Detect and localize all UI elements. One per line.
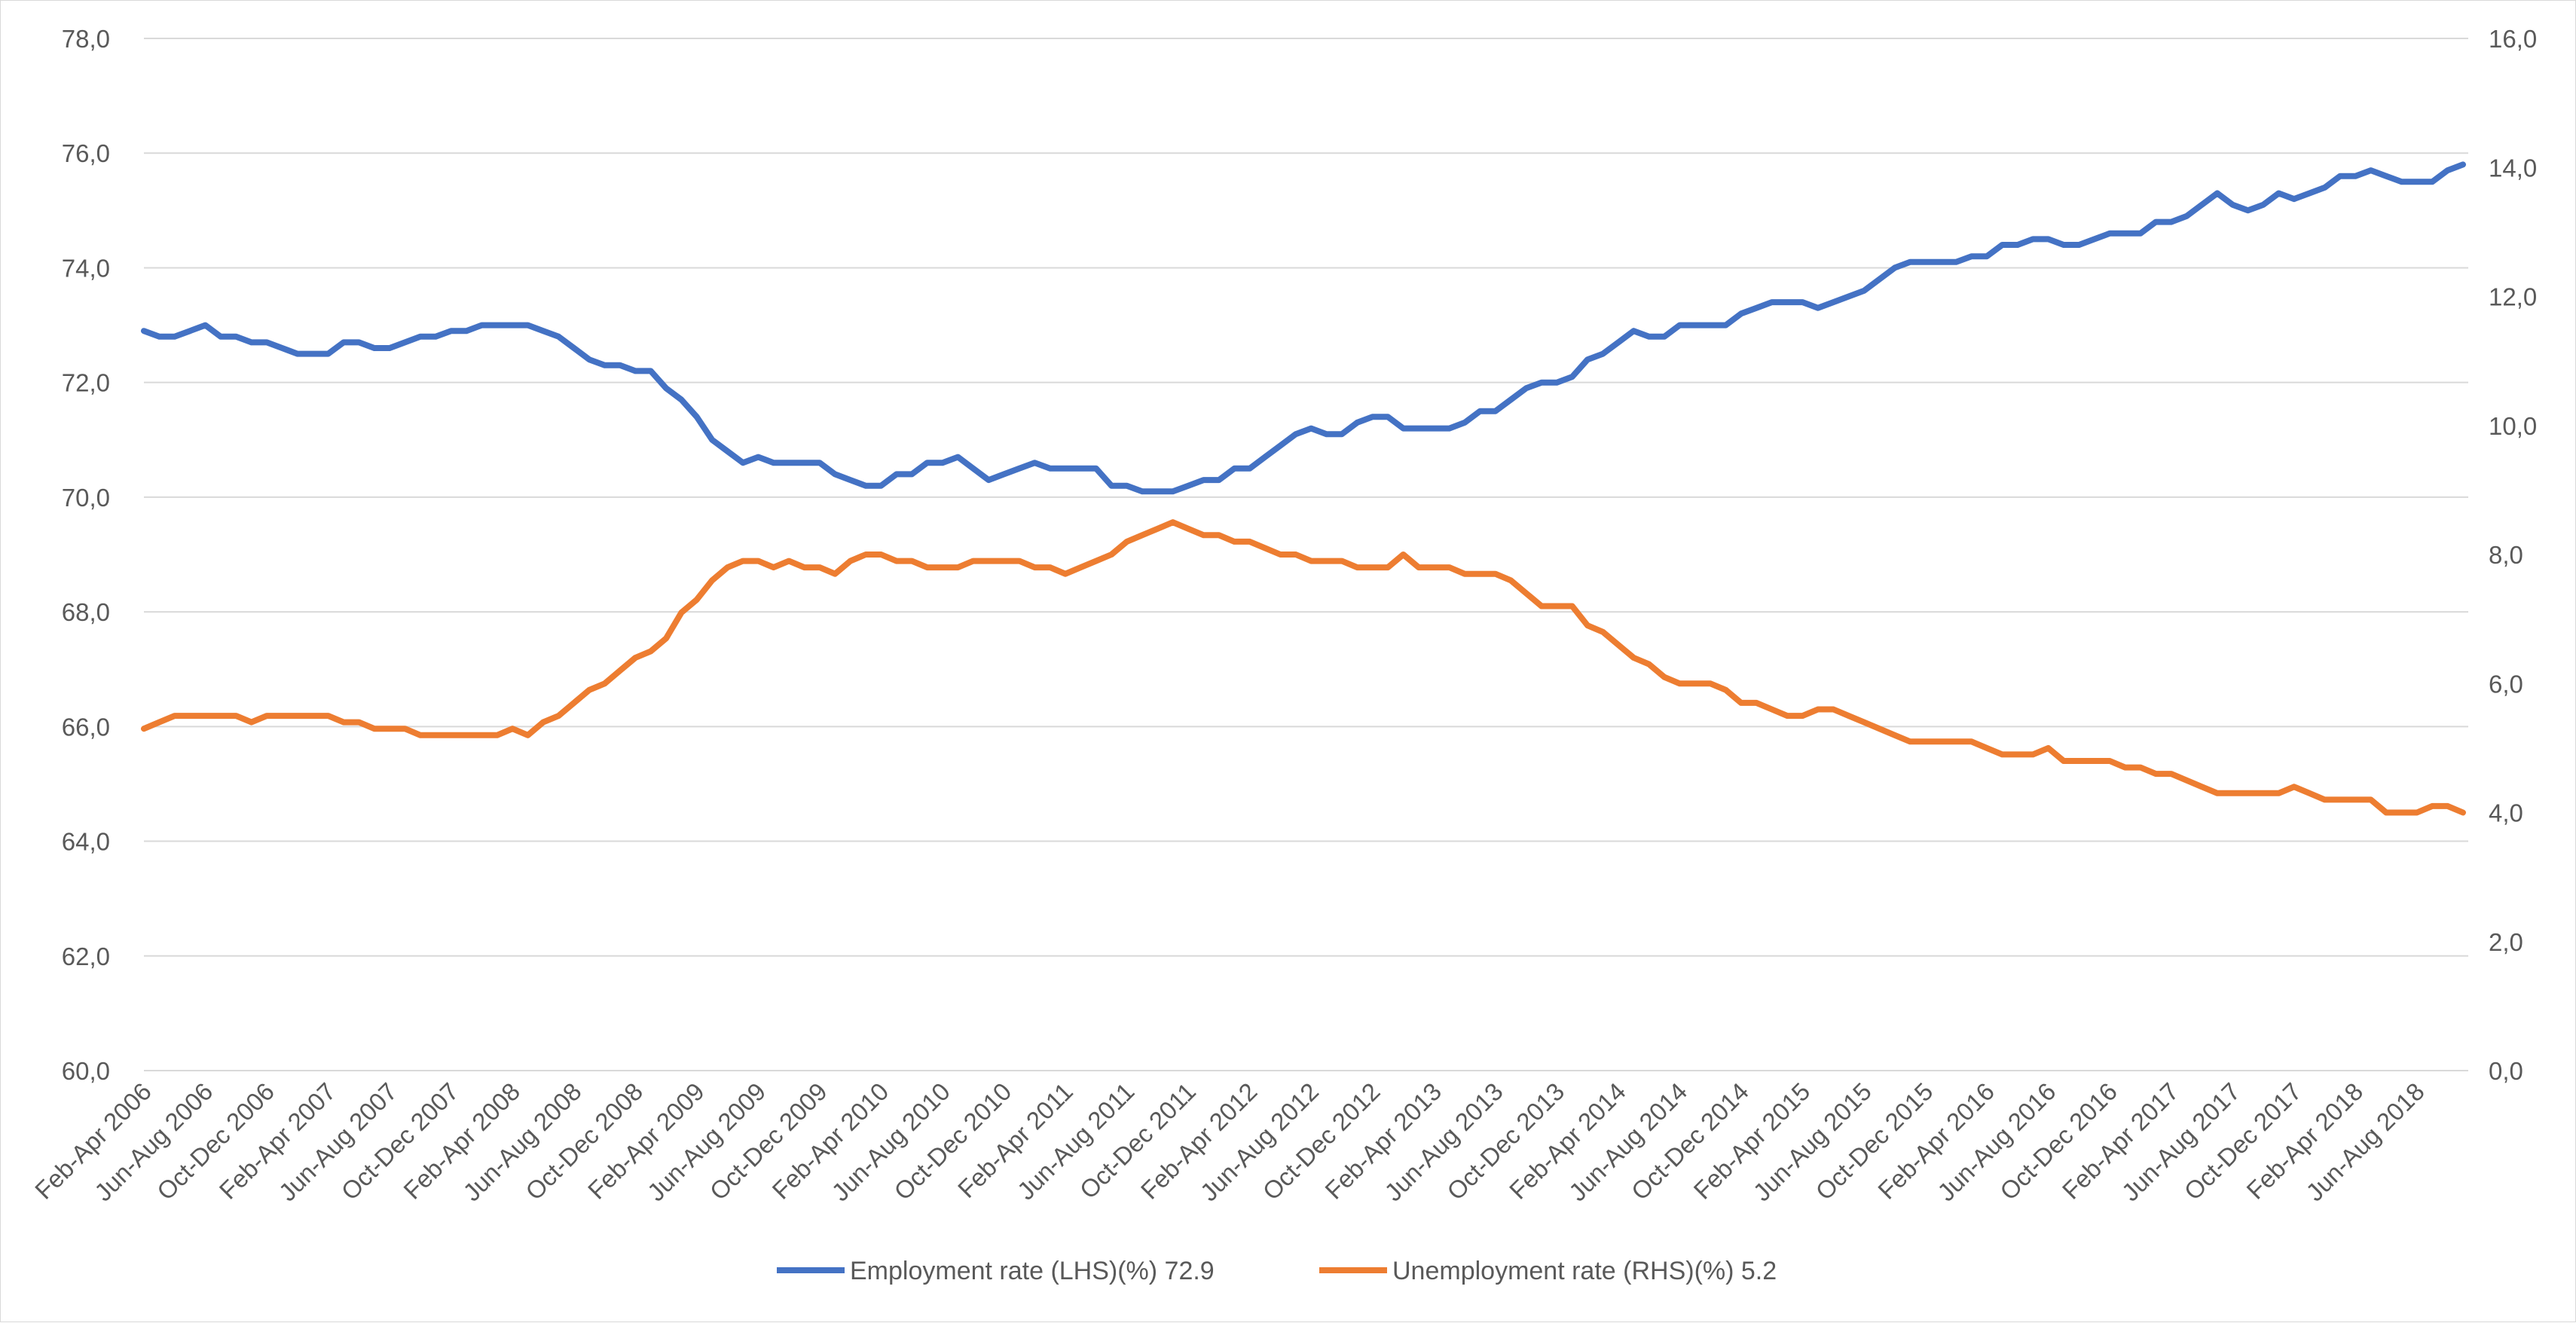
left-tick-label: 74,0 [62, 254, 110, 282]
left-tick-label: 72,0 [62, 369, 110, 397]
left-tick-label: 66,0 [62, 713, 110, 741]
right-tick-label: 12,0 [2489, 283, 2537, 311]
right-tick-label: 10,0 [2489, 412, 2537, 440]
left-tick-label: 78,0 [62, 25, 110, 53]
right-axis-ticks: 0,0 2,0 4,0 6,0 8,0 10,0 12,0 14,0 16,0 [2489, 25, 2537, 1085]
right-tick-label: 2,0 [2489, 928, 2523, 956]
right-tick-label: 0,0 [2489, 1057, 2523, 1085]
right-tick-label: 16,0 [2489, 25, 2537, 53]
legend-label-employment: Employment rate (LHS)(%) 72.9 [850, 1257, 1215, 1285]
series-line-employment [141, 161, 2466, 495]
right-tick-label: 14,0 [2489, 154, 2537, 182]
right-tick-label: 4,0 [2489, 799, 2523, 827]
series-line-unemployment [141, 519, 2466, 816]
left-tick-label: 70,0 [62, 484, 110, 512]
left-axis-ticks: 60,0 62,0 64,0 66,0 68,0 70,0 72,0 74,0 76,0 78,0 [62, 25, 110, 1085]
right-tick-label: 6,0 [2489, 670, 2523, 698]
left-tick-label: 76,0 [62, 139, 110, 167]
gridlines [144, 38, 2468, 1071]
right-tick-label: 8,0 [2489, 541, 2523, 569]
left-tick-label: 60,0 [62, 1057, 110, 1085]
left-tick-label: 62,0 [62, 943, 110, 970]
left-tick-label: 68,0 [62, 598, 110, 626]
left-tick-label: 64,0 [62, 828, 110, 856]
series-lines [141, 161, 2466, 816]
legend-label-unemployment: Unemployment rate (RHS)(%) 5.2 [1392, 1257, 1777, 1285]
legend: Employment rate (LHS)(%) 72.9 Unemployme… [777, 1257, 1777, 1285]
